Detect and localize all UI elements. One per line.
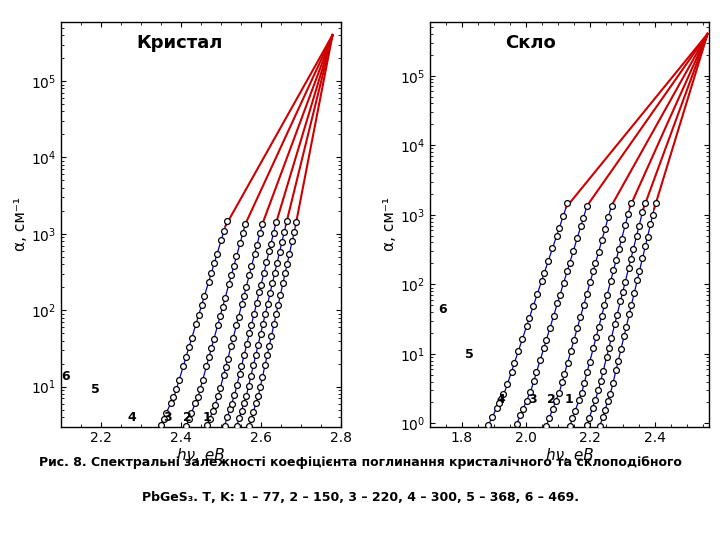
Text: 4: 4 — [127, 411, 136, 424]
X-axis label: hν, еВ: hν, еВ — [546, 448, 593, 463]
Text: 5: 5 — [464, 348, 473, 361]
Text: Кристал: Кристал — [137, 34, 223, 52]
Text: PbGeS₃. Т, K: 1 – 77, 2 – 150, 3 – 220, 4 – 300, 5 – 368, 6 – 469.: PbGeS₃. Т, K: 1 – 77, 2 – 150, 3 – 220, … — [142, 491, 578, 504]
Text: 3: 3 — [528, 393, 536, 406]
Text: 4: 4 — [497, 393, 505, 406]
Text: 2: 2 — [547, 393, 556, 406]
Text: Рис. 8. Спектральні залежності коефіцієнта поглинання кристалічного та склоподіб: Рис. 8. Спектральні залежності коефіцієн… — [39, 456, 681, 469]
Text: 2: 2 — [183, 411, 192, 424]
Text: Скло: Скло — [505, 34, 556, 52]
X-axis label: hν, еВ: hν, еВ — [177, 448, 225, 463]
Text: 5: 5 — [91, 383, 100, 396]
Y-axis label: α, см⁻¹: α, см⁻¹ — [13, 197, 28, 251]
Text: 6: 6 — [438, 303, 446, 316]
Text: 3: 3 — [163, 411, 171, 424]
Text: 1: 1 — [203, 411, 212, 424]
Text: 6: 6 — [61, 370, 70, 383]
Y-axis label: α, см⁻¹: α, см⁻¹ — [382, 197, 397, 251]
Text: 1: 1 — [564, 393, 573, 406]
